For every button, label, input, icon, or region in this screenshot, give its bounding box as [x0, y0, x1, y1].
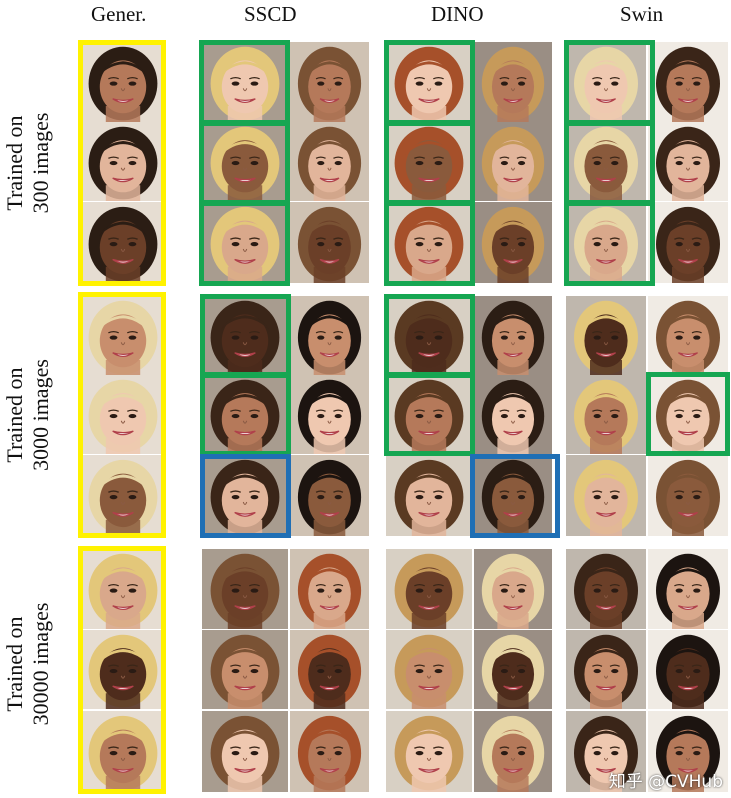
row-label-3000: Trained on 3000 images: [0, 295, 60, 535]
row-label-300-line2: 300 images: [28, 112, 53, 214]
face-image: [648, 122, 728, 201]
face-image: [80, 375, 166, 454]
face-image: [290, 711, 369, 792]
row-label-30000-line1: Trained on: [2, 616, 27, 712]
face-image: [474, 711, 552, 792]
face-image: [202, 122, 288, 201]
face-image: [648, 202, 728, 283]
face-image: [202, 202, 288, 283]
row-label-3000-line1: Trained on: [2, 367, 27, 463]
face-image: [474, 375, 552, 454]
face-image: [474, 630, 552, 709]
face-image: [202, 630, 288, 709]
face-image: [202, 549, 288, 629]
face-image: [474, 122, 552, 201]
face-image: [566, 375, 646, 454]
face-image: [648, 455, 728, 536]
face-image: [386, 296, 472, 376]
face-image: [290, 296, 369, 376]
face-image: [386, 711, 472, 792]
face-image: [290, 630, 369, 709]
face-image: [80, 549, 166, 629]
face-image: [386, 549, 472, 629]
face-image: [648, 549, 728, 629]
face-image: [290, 42, 369, 122]
watermark-text: 知乎 @CVHub: [608, 771, 723, 792]
face-image: [474, 549, 552, 629]
face-image: [80, 122, 166, 201]
face-image: [566, 630, 646, 709]
face-image: [386, 122, 472, 201]
row-label-3000-line2: 3000 images: [28, 359, 53, 471]
face-image: [80, 202, 166, 283]
face-image: [80, 42, 166, 122]
face-image: [474, 42, 552, 122]
face-image: [80, 455, 166, 536]
watermark: 知乎 @CVHub: [609, 762, 723, 796]
face-image: [566, 549, 646, 629]
face-image: [290, 375, 369, 454]
face-image: [474, 455, 552, 536]
row-label-300-line1: Trained on: [2, 115, 27, 211]
face-image: [566, 296, 646, 376]
face-image: [202, 375, 288, 454]
column-header-dino: DINO: [431, 2, 484, 26]
face-image: [290, 549, 369, 629]
face-image: [648, 711, 728, 792]
column-header-sscd: SSCD: [244, 2, 297, 26]
face-image: [80, 296, 166, 376]
face-image: [202, 711, 288, 792]
face-image: [474, 202, 552, 283]
face-image: [290, 202, 369, 283]
row-label-300: Trained on 300 images: [0, 43, 60, 283]
column-header-generated: Gener.: [91, 2, 147, 26]
face-image: [648, 375, 728, 454]
face-image: [386, 630, 472, 709]
face-image: [566, 122, 646, 201]
face-image: [386, 202, 472, 283]
face-image: [566, 202, 646, 283]
row-label-30000-line2: 30000 images: [28, 602, 53, 726]
face-image: [566, 42, 646, 122]
face-image: [648, 296, 728, 376]
face-image: [648, 630, 728, 709]
face-image: [386, 455, 472, 536]
face-image: [566, 711, 646, 792]
face-image: [202, 42, 288, 122]
face-image: [290, 455, 369, 536]
face-image: [648, 42, 728, 122]
face-image: [386, 42, 472, 122]
face-image: [202, 296, 288, 376]
column-header-swin: Swin: [620, 2, 664, 26]
face-image: [202, 455, 288, 536]
face-image: [474, 296, 552, 376]
face-image: [80, 630, 166, 709]
face-image: [290, 122, 369, 201]
face-image: [566, 455, 646, 536]
face-image: [80, 711, 166, 792]
face-image: [386, 375, 472, 454]
row-label-30000: Trained on 30000 images: [0, 544, 60, 784]
